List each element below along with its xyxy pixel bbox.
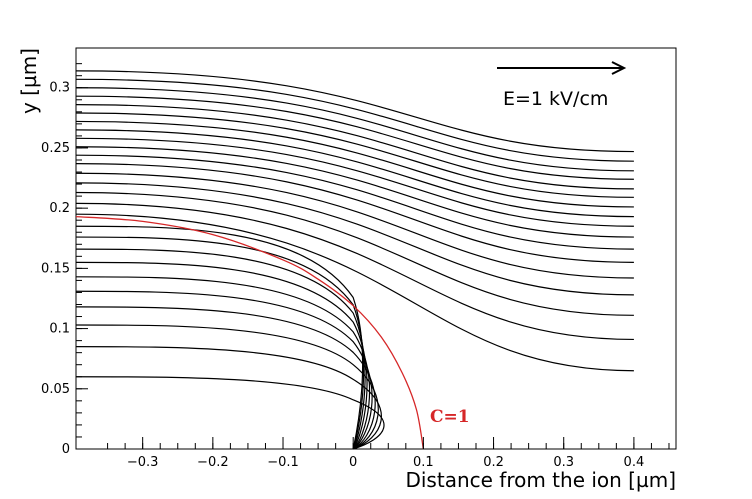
x-tick-label: 0 xyxy=(349,455,357,470)
passing-field-line xyxy=(75,112,634,198)
x-tick-label: −0.1 xyxy=(267,455,299,470)
x-tick-label: −0.2 xyxy=(197,455,229,470)
y-tick-label: 0.05 xyxy=(41,382,70,397)
passing-field-line xyxy=(75,103,634,190)
passing-field-line xyxy=(75,154,634,250)
y-tick-label: 0.15 xyxy=(41,261,70,276)
y-tick-label: 0.3 xyxy=(49,81,70,96)
critical-curve-label: C=1 xyxy=(430,407,470,427)
axis-ticks xyxy=(76,63,670,450)
x-tick-label: 0.4 xyxy=(624,455,645,470)
captured-field-line xyxy=(75,376,385,450)
x-tick-label: −0.3 xyxy=(127,455,159,470)
x-tick-labels: −0.3 −0.2 −0.1 0 0.1 0.2 0.3 0.4 xyxy=(127,455,644,470)
plot-border xyxy=(75,47,677,450)
passing-field-line xyxy=(75,146,634,238)
x-tick-label: 0.3 xyxy=(553,455,574,470)
y-tick-label: 0.2 xyxy=(49,201,70,216)
captured-field-line xyxy=(75,225,364,450)
passing-field-line xyxy=(75,70,634,153)
y-tick-label: 0.1 xyxy=(49,322,70,337)
x-axis-title: Distance from the ion [µm] xyxy=(405,468,676,492)
passing-field-line xyxy=(75,129,634,218)
critical-curve xyxy=(75,215,425,450)
passing-field-line xyxy=(75,191,634,316)
x-tick-label: 0.2 xyxy=(483,455,504,470)
passing-field-line xyxy=(75,95,634,180)
y-tick-label: 0.25 xyxy=(41,141,70,156)
captured-field-line xyxy=(75,306,376,450)
plot-frame xyxy=(75,47,677,450)
captured-field-line xyxy=(75,346,382,450)
captured-field-line xyxy=(75,261,368,450)
y-tick-labels: 0 0.05 0.1 0.15 0.2 0.25 0.3 xyxy=(41,81,70,457)
y-axis-title: y [µm] xyxy=(17,48,41,114)
arrow-head-icon xyxy=(611,61,627,75)
passing-field-line xyxy=(75,172,634,279)
passing-field-line xyxy=(75,213,634,372)
field-strength-label: E=1 kV/cm xyxy=(503,88,608,110)
passing-field-line xyxy=(75,87,634,172)
passing-field-line xyxy=(75,202,634,341)
passing-field-line xyxy=(75,182,634,296)
captured-field-line xyxy=(75,324,379,450)
captured-field-line xyxy=(75,290,373,450)
field-lines xyxy=(75,70,634,450)
passing-field-line xyxy=(75,163,634,263)
y-tick-label: 0 xyxy=(62,442,70,457)
passing-field-line xyxy=(75,137,634,227)
x-tick-label: 0.1 xyxy=(413,455,434,470)
captured-field-line xyxy=(75,276,371,450)
passing-field-line xyxy=(75,78,634,162)
passing-field-line xyxy=(75,120,634,208)
captured-field-line xyxy=(75,236,365,450)
captured-field-line xyxy=(75,248,366,450)
